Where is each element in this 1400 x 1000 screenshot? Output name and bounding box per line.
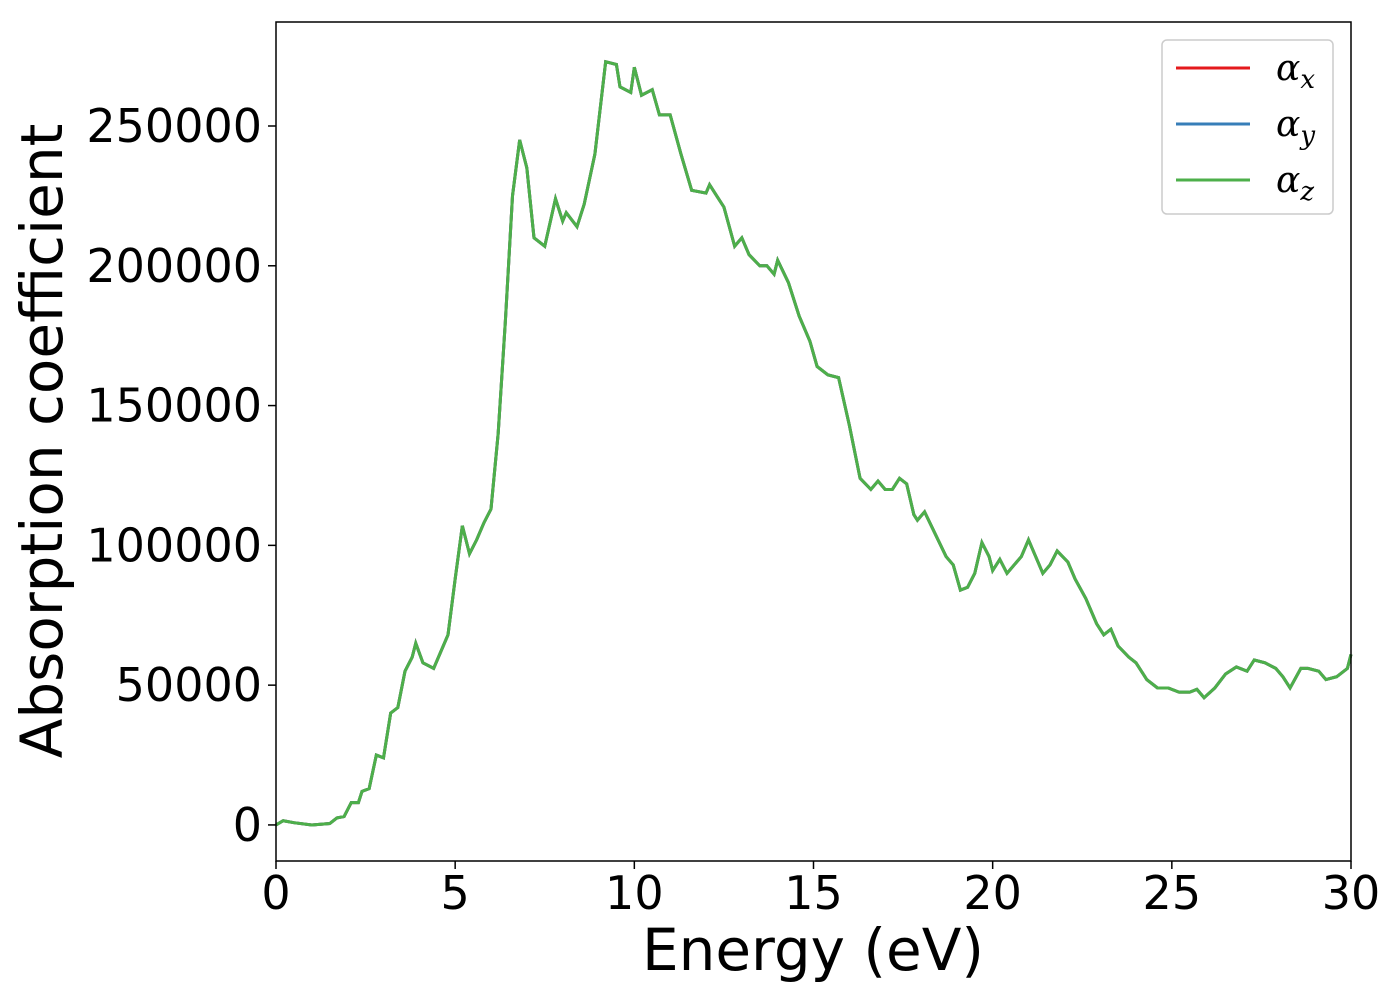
y-tick-label: 250000 bbox=[86, 99, 262, 153]
legend-label: αy bbox=[1276, 104, 1315, 151]
x-tick-label: 20 bbox=[963, 866, 1022, 920]
y-tick-label: 200000 bbox=[86, 239, 262, 293]
y-tick-label: 150000 bbox=[86, 379, 262, 433]
x-tick-label: 15 bbox=[784, 866, 843, 920]
x-tick-label: 0 bbox=[261, 866, 290, 920]
y-axis-label: Absorption coefficient bbox=[8, 124, 76, 759]
x-tick-label: 25 bbox=[1143, 866, 1202, 920]
x-axis-label: Energy (eV) bbox=[642, 916, 984, 984]
y-tick-label: 100000 bbox=[86, 518, 262, 572]
legend-box bbox=[1161, 39, 1334, 215]
line bbox=[275, 59, 1353, 827]
y-tick-label: 0 bbox=[233, 798, 262, 852]
plot-frame bbox=[275, 21, 1352, 862]
x-tick-label: 30 bbox=[1322, 866, 1381, 920]
legend: αx αy αz bbox=[1161, 39, 1334, 215]
legend-label: αx bbox=[1276, 48, 1315, 95]
x-tick-label: 5 bbox=[441, 866, 470, 920]
x-tick-label: 10 bbox=[605, 866, 664, 920]
y-tick-label: 50000 bbox=[116, 658, 262, 712]
legend-label: αz bbox=[1276, 160, 1314, 207]
